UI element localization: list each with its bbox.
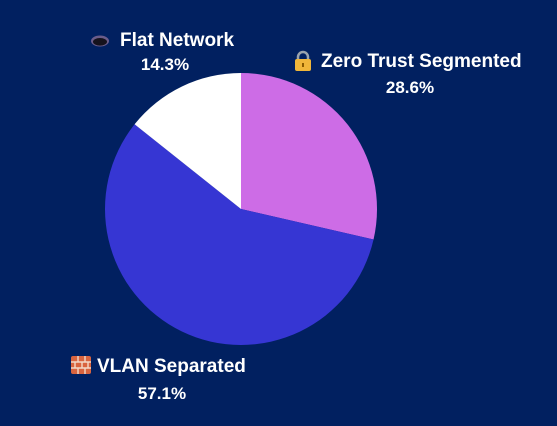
pie-slices <box>104 73 377 346</box>
hole-icon <box>91 35 109 47</box>
slice-percent-zero-trust: 28.6% <box>386 78 434 97</box>
pie-slice-zero-trust <box>241 73 377 240</box>
slice-label-vlan: VLAN Separated <box>97 356 246 377</box>
slice-label-group-flat-network: Flat Network 14.3% <box>91 30 234 74</box>
lock-icon <box>295 50 311 71</box>
pie-slice-vlan <box>104 124 374 346</box>
brick-wall-icon <box>71 356 91 374</box>
slice-label-zero-trust: Zero Trust Segmented <box>321 51 522 72</box>
slice-label-group-zero-trust: Zero Trust Segmented 28.6% <box>295 50 522 97</box>
pie-slice-flat-network <box>134 73 241 209</box>
slice-label-group-vlan: VLAN Separated 57.1% <box>71 356 246 403</box>
slice-percent-flat-network: 14.3% <box>141 55 189 74</box>
slice-percent-vlan: 57.1% <box>138 384 186 403</box>
slice-label-flat-network: Flat Network <box>120 30 234 51</box>
